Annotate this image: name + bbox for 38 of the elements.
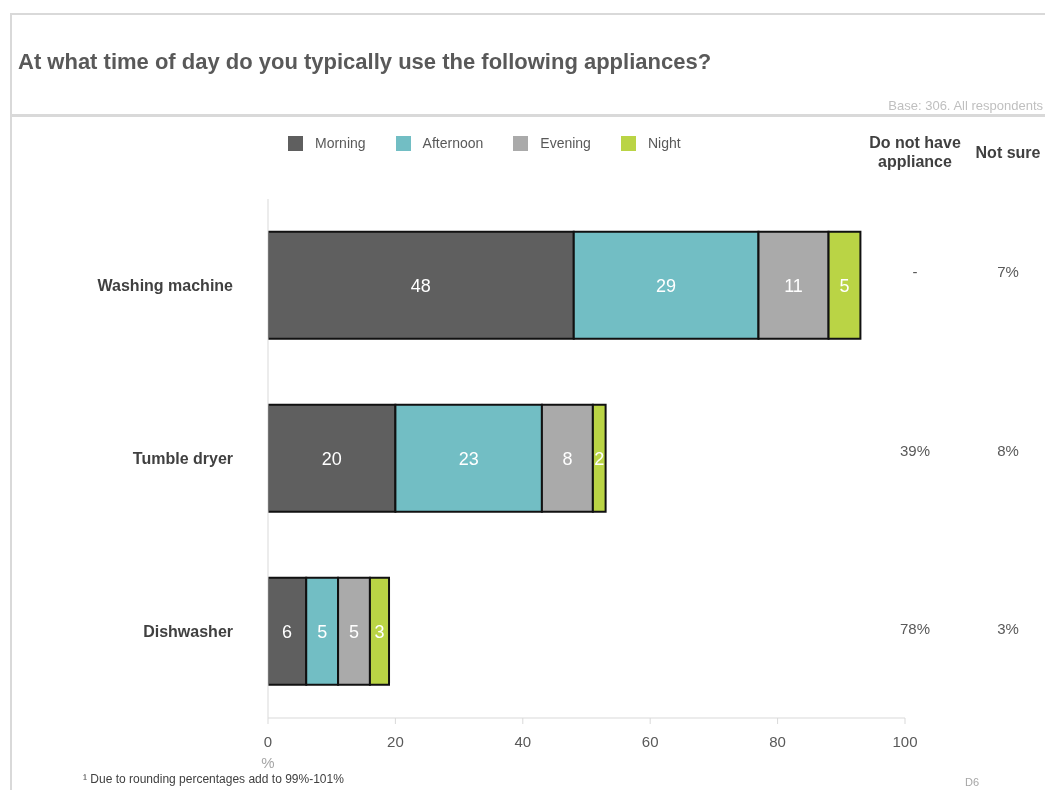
x-tick-label: 60 — [641, 732, 659, 750]
x-tick-label: 80 — [769, 732, 786, 750]
chart-title: At what time of day do you typically use the following appliances? — [18, 49, 712, 75]
text: Do not have appliance — [868, 133, 962, 172]
data-label: 20 — [321, 448, 342, 469]
text: ¹ Due to rounding percentages add to 99%-101% — [83, 772, 344, 786]
legend-label: Morning — [315, 135, 366, 151]
text: - — [911, 262, 919, 283]
annotation: 78% — [899, 618, 931, 639]
text: 7% — [996, 262, 1020, 283]
data-label: 8 — [562, 448, 573, 469]
data-label: 23 — [458, 448, 479, 469]
x-tick-label: 100 — [892, 732, 918, 750]
x-tick-label: 0 — [263, 732, 273, 750]
data-label: 6 — [282, 621, 293, 642]
data-label: 5 — [317, 621, 328, 642]
data-label: 29 — [656, 275, 677, 296]
x-axis-title: % — [261, 754, 275, 771]
annotation: 39% — [899, 440, 931, 461]
text: Base: 306. All respondents — [888, 98, 1043, 113]
text: D6 — [965, 776, 980, 788]
y-tick-label: Washing machine — [97, 277, 234, 295]
text: 3% — [996, 618, 1020, 639]
y-tick-label: Dishwasher — [143, 623, 233, 641]
y-tick-label: Tumble dryer — [132, 450, 233, 468]
legend-label: Night — [647, 135, 681, 151]
data-label: 5 — [348, 621, 359, 642]
data-label: 11 — [784, 275, 803, 296]
data-label: 5 — [839, 275, 850, 296]
x-tick-label: 20 — [387, 732, 404, 750]
data-label: 48 — [410, 275, 431, 296]
text: 8% — [996, 440, 1020, 461]
legend-label: Afternoon — [422, 135, 484, 151]
text: Not sure — [975, 143, 1041, 161]
x-tick-label: 40 — [514, 732, 532, 750]
data-label: 2 — [594, 448, 605, 469]
data-label: 3 — [374, 621, 385, 642]
legend-label: Evening — [540, 135, 591, 151]
